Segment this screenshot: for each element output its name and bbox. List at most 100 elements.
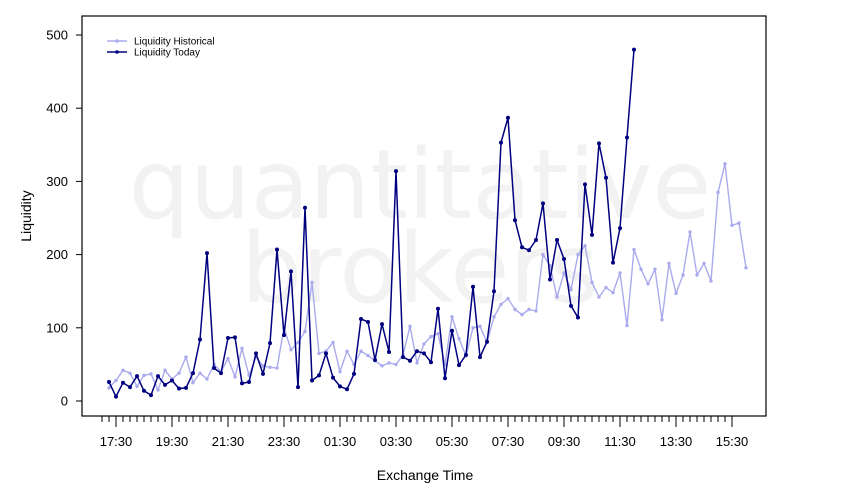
x-tick-label: 05:30 xyxy=(436,434,469,449)
series-layer xyxy=(107,47,748,399)
data-point xyxy=(233,335,237,340)
data-point xyxy=(590,232,594,237)
data-point xyxy=(492,315,496,319)
data-point xyxy=(114,378,118,383)
data-point xyxy=(611,290,615,295)
data-point xyxy=(667,261,671,266)
data-point xyxy=(457,337,461,341)
data-point xyxy=(527,248,531,253)
data-point xyxy=(527,307,531,312)
data-point xyxy=(212,366,216,371)
data-point xyxy=(709,279,713,283)
y-tick-label: 300 xyxy=(46,174,68,189)
data-point xyxy=(541,201,545,206)
legend-label: Liquidity Today xyxy=(134,48,200,59)
data-point xyxy=(156,374,160,379)
data-point xyxy=(296,340,300,345)
y-axis-title: Liquidity xyxy=(18,190,34,241)
data-point xyxy=(611,260,615,265)
data-point xyxy=(107,379,111,384)
data-point xyxy=(737,221,741,225)
data-point xyxy=(604,285,608,290)
data-point xyxy=(695,273,699,277)
data-point xyxy=(156,388,160,392)
legend-label: Liquidity Historical xyxy=(134,37,215,48)
data-point xyxy=(198,337,202,342)
data-point xyxy=(128,371,132,375)
data-point xyxy=(681,273,685,277)
data-point xyxy=(359,349,363,353)
data-point xyxy=(492,289,496,294)
y-tick-label: 0 xyxy=(61,394,68,409)
x-tick-label: 17:30 xyxy=(100,434,133,449)
data-point xyxy=(562,256,566,261)
data-point xyxy=(261,364,265,368)
data-point xyxy=(534,237,538,242)
data-point xyxy=(240,346,244,350)
data-point xyxy=(499,302,503,307)
data-point xyxy=(436,331,440,336)
y-tick-label: 500 xyxy=(46,28,68,43)
data-point xyxy=(555,237,559,242)
data-point xyxy=(303,205,307,210)
data-point xyxy=(149,393,153,398)
data-point xyxy=(261,371,265,376)
data-point xyxy=(723,162,727,166)
data-point xyxy=(660,318,664,322)
data-point xyxy=(401,355,405,360)
data-point xyxy=(387,349,391,354)
data-point xyxy=(219,371,223,376)
series-today xyxy=(107,47,636,399)
x-tick-label: 11:30 xyxy=(604,434,636,449)
x-tick-label: 19:30 xyxy=(156,434,189,449)
data-point xyxy=(205,377,209,381)
data-point xyxy=(646,282,650,286)
data-point xyxy=(541,252,545,257)
data-point xyxy=(345,349,349,353)
data-point xyxy=(380,322,384,327)
y-axis: 0 100 200 300 400 500 xyxy=(46,28,82,409)
data-point xyxy=(275,366,279,370)
data-point xyxy=(429,360,433,365)
data-point xyxy=(583,182,587,187)
data-point xyxy=(331,375,335,380)
data-point xyxy=(310,280,314,285)
data-point xyxy=(548,277,552,282)
data-point xyxy=(478,324,482,329)
data-point xyxy=(366,319,370,324)
data-point xyxy=(513,307,517,312)
data-point xyxy=(625,135,629,140)
x-tick-label: 07:30 xyxy=(492,434,525,449)
data-point xyxy=(450,328,454,333)
data-point xyxy=(191,381,195,385)
data-point xyxy=(674,291,678,296)
data-point xyxy=(471,284,475,289)
legend-marker xyxy=(115,39,119,43)
data-point xyxy=(688,230,692,234)
data-point xyxy=(247,379,251,384)
data-point xyxy=(618,271,622,275)
data-point xyxy=(289,348,293,352)
watermark-line-1: quantitative xyxy=(129,129,711,241)
data-point xyxy=(485,339,489,344)
data-point xyxy=(408,324,412,329)
data-point xyxy=(373,358,377,363)
data-point xyxy=(324,351,328,356)
data-point xyxy=(296,385,300,390)
data-point xyxy=(730,223,734,228)
data-point xyxy=(303,329,307,334)
data-point xyxy=(520,312,524,317)
data-point xyxy=(422,342,426,346)
data-point xyxy=(632,47,636,52)
x-tick-label: 13:30 xyxy=(660,434,693,449)
data-point xyxy=(436,306,440,311)
data-point xyxy=(170,378,174,383)
data-point xyxy=(394,362,398,367)
data-point xyxy=(534,309,538,313)
data-point xyxy=(177,386,181,391)
data-point xyxy=(226,336,230,341)
data-point xyxy=(478,355,482,360)
series-line xyxy=(108,49,635,398)
watermark: quantitative brokers xyxy=(129,129,711,325)
